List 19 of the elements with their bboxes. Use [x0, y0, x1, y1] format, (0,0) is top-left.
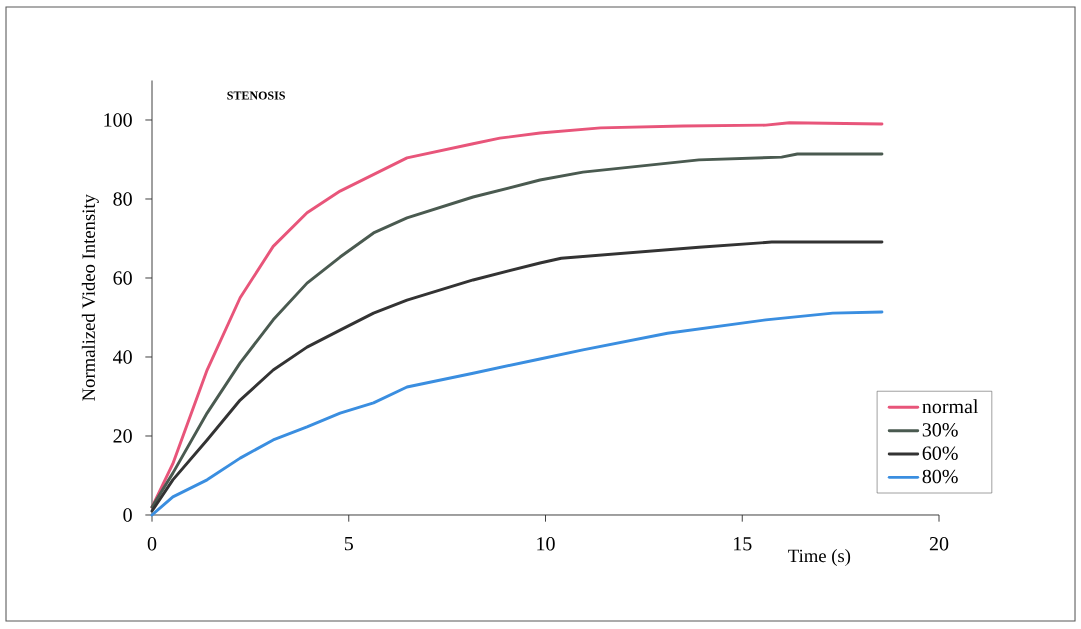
x-tick-label: 20: [929, 537, 949, 551]
y-tick-label: 80: [113, 192, 132, 206]
legend-label: 80%: [922, 469, 958, 484]
legend-label: normal: [922, 399, 979, 414]
line-series: [150, 310, 884, 517]
legend-label: 30%: [922, 423, 958, 437]
y-tick-label: 40: [113, 350, 132, 364]
y-tick-label: 60: [113, 271, 132, 285]
x-tick-label: 0: [147, 537, 157, 551]
x-axis-title: Time (s): [788, 549, 851, 566]
x-tick-label: 5: [344, 537, 353, 551]
x-tick-label: 15: [734, 537, 752, 551]
y-axis-title: Normalized Video Intensity: [81, 194, 99, 401]
x-tick-label: 10: [537, 537, 555, 551]
text: STENOSIS: [227, 91, 285, 100]
legend-label: 60%: [922, 446, 958, 460]
y-tick-label: 20: [113, 429, 132, 443]
y-tick-label: 100: [104, 113, 132, 127]
y-tick-label: 0: [123, 508, 132, 522]
